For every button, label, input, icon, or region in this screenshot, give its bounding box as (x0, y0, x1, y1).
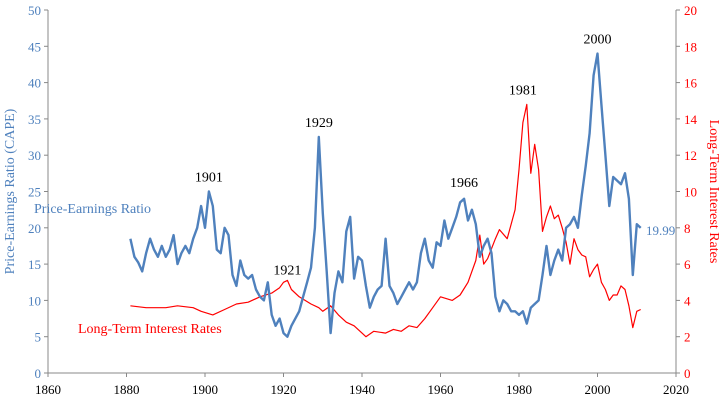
y-left-tick-label: 50 (28, 3, 41, 18)
axes: 1860 1880 1900 1920 1940 1960 1980 2000 20200510… (3, 3, 720, 397)
y-right-tick-label: 20 (684, 3, 697, 18)
labels: Price-Earnings Ratio Long-Term Interest R… (34, 33, 675, 337)
y-right-tick-label: 6 (684, 257, 691, 272)
x-tick-label: 1980 (506, 382, 532, 397)
y-left-tick-label: 40 (28, 76, 41, 91)
peak-year-annotation: 1921 (273, 264, 301, 279)
y-right-tick-label: 10 (684, 185, 697, 200)
x-tick-label: 1920 (271, 382, 297, 397)
y-left-tick-label: 45 (28, 39, 41, 54)
x-tick-label: 1960 (428, 382, 454, 397)
peak-year-annotation: 1966 (450, 176, 478, 191)
x-tick-label: 1940 (349, 382, 375, 397)
y-right-tick-label: 4 (684, 293, 691, 308)
y-left-tick-label: 5 (35, 330, 42, 345)
y-left-tick-label: 0 (35, 366, 42, 381)
y-left-tick-label: 30 (28, 148, 41, 163)
peak-year-annotation: 1929 (305, 116, 333, 131)
series-name-label: Price-Earnings Ratio (34, 202, 151, 217)
y-right-tick-label: 2 (684, 330, 691, 345)
x-tick-label: 1860 (35, 382, 61, 397)
y-right-tick-label: 12 (684, 148, 697, 163)
peak-year-annotation: 2000 (584, 33, 612, 48)
y-left-tick-label: 20 (28, 221, 41, 236)
series-name-label: Long-Term Interest Rates (78, 322, 222, 337)
y-right-tick-label: 14 (684, 112, 698, 127)
peak-year-annotation: 1901 (195, 171, 223, 186)
y-right-tick-label: 18 (684, 39, 697, 54)
y-left-axis-title: Price-Earnings Ratio (CAPE) (3, 108, 18, 274)
peak-year-annotation: 1981 (509, 83, 537, 98)
y-left-tick-label: 25 (28, 185, 41, 200)
x-tick-label: 2000 (585, 382, 611, 397)
y-left-tick-label: 35 (28, 112, 41, 127)
x-tick-label: 1900 (192, 382, 218, 397)
x-tick-label: 1880 (114, 382, 140, 397)
y-right-axis-title: Long-Term Interest Rates (706, 120, 720, 264)
series-lines (129, 52, 642, 338)
y-right-tick-label: 16 (684, 76, 698, 91)
y-left-tick-label: 15 (28, 257, 41, 272)
y-right-tick-label: 8 (684, 221, 691, 236)
latest-value-label: 19.99 (646, 223, 675, 238)
y-left-tick-label: 10 (28, 293, 41, 308)
cape-series-line (129, 52, 642, 338)
x-tick-label: 2020 (663, 382, 689, 397)
y-right-tick-label: 0 (684, 366, 691, 381)
